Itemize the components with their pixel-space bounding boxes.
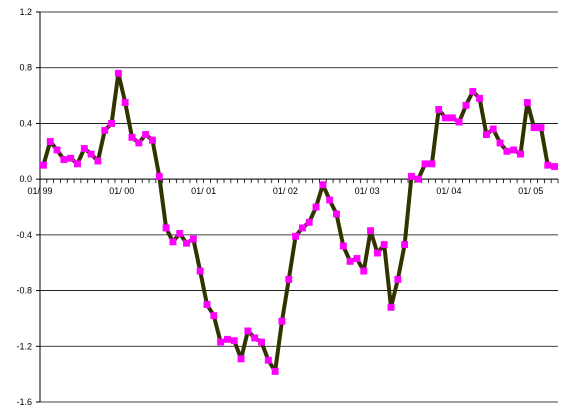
data-point [496, 139, 504, 147]
data-point [101, 126, 109, 134]
data-point [326, 196, 334, 204]
series-line [41, 71, 557, 374]
data-point [203, 301, 211, 308]
data-point [401, 241, 409, 249]
data-point [217, 338, 225, 346]
data-point [469, 87, 477, 95]
data-point [510, 146, 518, 154]
data-point [285, 275, 293, 283]
data-point [346, 257, 354, 265]
data-point [176, 230, 184, 237]
data-point [489, 125, 497, 133]
data-point [142, 131, 150, 139]
data-point [94, 157, 102, 165]
data-point [87, 150, 95, 158]
data-point [312, 203, 320, 211]
y-tick-label: 1.2 [19, 7, 32, 17]
data-point [435, 106, 443, 113]
y-tick-label: 0.4 [19, 118, 32, 128]
data-point [230, 337, 238, 345]
data-point [223, 335, 231, 343]
data-point [476, 94, 484, 102]
data-point [551, 163, 559, 171]
data-point [162, 224, 170, 232]
data-point [448, 114, 456, 122]
data-point [74, 160, 81, 168]
data-point [67, 154, 75, 162]
data-point [189, 235, 197, 243]
data-point [251, 334, 259, 342]
data-point [292, 232, 300, 240]
data-point [135, 139, 143, 147]
x-tick-label: 01/ 99 [27, 186, 52, 196]
data-point [339, 242, 347, 250]
data-point [305, 218, 313, 226]
data-point [46, 138, 54, 145]
data-point [183, 239, 190, 247]
data-point [169, 238, 177, 246]
data-point [121, 99, 129, 106]
y-tick-label: -1.2 [16, 341, 32, 351]
data-point [503, 147, 511, 155]
y-tick-labels: 1.2 0.8 0.4 0.0 -0.4 -0.8 -1.2 -1.6 [16, 7, 32, 407]
data-point [482, 131, 490, 139]
x-tick-label: 01/ 05 [518, 186, 543, 196]
data-markers [39, 69, 559, 375]
data-point [462, 101, 470, 109]
data-point [530, 124, 538, 132]
x-tick-labels: 01/ 99 01/ 00 01/ 01 01/ 02 01/ 03 01/ 04 01/ … [27, 186, 543, 196]
x-tick-label: 01/ 04 [436, 186, 461, 196]
data-point [333, 210, 340, 218]
data-point [394, 275, 402, 283]
y-tick-label: -0.4 [16, 230, 32, 240]
data-point [39, 161, 47, 169]
data-point [196, 267, 204, 275]
data-point [544, 161, 552, 169]
data-point [264, 356, 272, 364]
data-point [319, 181, 327, 189]
data-point [414, 175, 422, 183]
data-point [408, 172, 415, 180]
data-point [149, 136, 156, 144]
data-point [387, 303, 395, 311]
data-point [373, 249, 381, 257]
data-point [258, 338, 265, 346]
x-tick-label: 01/ 01 [191, 186, 216, 196]
series-line-layer [41, 71, 557, 374]
data-point [278, 317, 286, 325]
y-tick-label: 0.8 [19, 63, 32, 73]
data-point [108, 119, 116, 127]
data-point [210, 312, 218, 320]
data-point [155, 172, 163, 180]
data-point [80, 145, 88, 152]
y-tick-label: 0.0 [19, 174, 32, 184]
data-point [428, 160, 436, 168]
data-point [537, 124, 545, 132]
data-point [244, 327, 252, 335]
data-point [298, 224, 306, 232]
data-point [442, 114, 449, 122]
data-point [380, 241, 388, 249]
data-point [53, 146, 61, 154]
data-point [455, 118, 463, 126]
y-tick-label: -0.8 [16, 286, 32, 296]
data-point [367, 227, 375, 235]
data-point [353, 255, 361, 262]
data-point [128, 133, 136, 141]
data-point [421, 160, 429, 168]
data-point [360, 267, 368, 275]
data-point [523, 99, 531, 106]
data-point [60, 156, 68, 164]
axes [36, 11, 559, 403]
data-point [271, 367, 279, 375]
data-point [114, 69, 122, 77]
x-tick-label: 01/ 00 [109, 186, 134, 196]
data-point [517, 150, 524, 158]
x-tick-label: 01/ 02 [273, 186, 298, 196]
data-point [237, 355, 245, 363]
x-tick-label: 01/ 03 [355, 186, 380, 196]
y-tick-label: -1.6 [16, 397, 32, 407]
